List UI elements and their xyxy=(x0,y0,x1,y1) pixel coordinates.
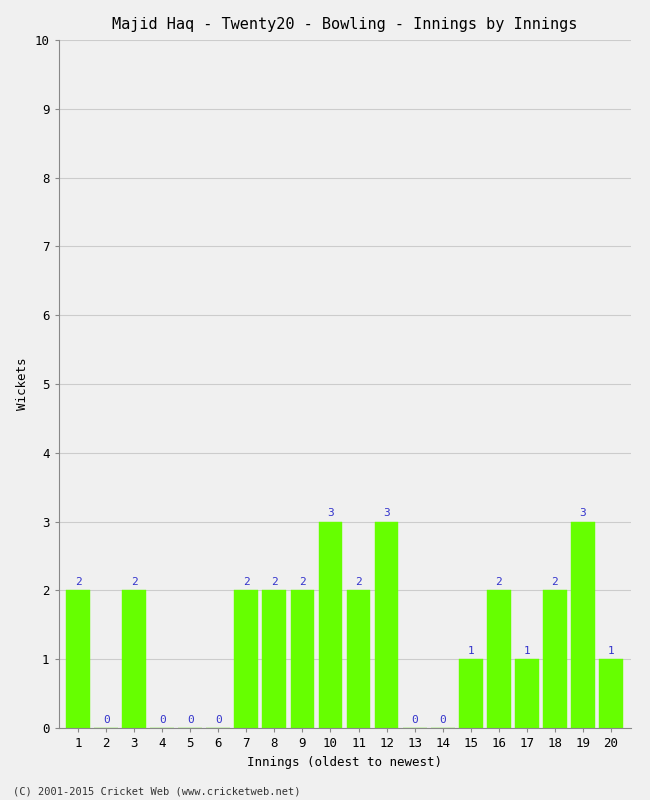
Text: 1: 1 xyxy=(523,646,530,656)
Bar xyxy=(346,590,370,728)
Text: 0: 0 xyxy=(187,714,194,725)
Text: 2: 2 xyxy=(355,577,362,587)
Y-axis label: Wickets: Wickets xyxy=(16,358,29,410)
Bar xyxy=(263,590,286,728)
Text: 0: 0 xyxy=(103,714,110,725)
Text: (C) 2001-2015 Cricket Web (www.cricketweb.net): (C) 2001-2015 Cricket Web (www.cricketwe… xyxy=(13,786,300,796)
Text: 2: 2 xyxy=(131,577,138,587)
Text: 3: 3 xyxy=(579,508,586,518)
Bar xyxy=(66,590,90,728)
Text: 2: 2 xyxy=(299,577,305,587)
Bar xyxy=(374,522,398,728)
Bar xyxy=(515,659,539,728)
Bar xyxy=(543,590,567,728)
Text: 0: 0 xyxy=(411,714,418,725)
Text: 2: 2 xyxy=(243,577,250,587)
Bar xyxy=(318,522,343,728)
X-axis label: Innings (oldest to newest): Innings (oldest to newest) xyxy=(247,755,442,769)
Text: 0: 0 xyxy=(215,714,222,725)
Text: 2: 2 xyxy=(271,577,278,587)
Bar xyxy=(235,590,258,728)
Text: 1: 1 xyxy=(467,646,474,656)
Bar xyxy=(599,659,623,728)
Text: 0: 0 xyxy=(159,714,166,725)
Bar xyxy=(487,590,511,728)
Text: 1: 1 xyxy=(608,646,614,656)
Bar xyxy=(571,522,595,728)
Text: 2: 2 xyxy=(495,577,502,587)
Text: 2: 2 xyxy=(551,577,558,587)
Bar xyxy=(291,590,315,728)
Text: 3: 3 xyxy=(384,508,390,518)
Text: 2: 2 xyxy=(75,577,81,587)
Title: Majid Haq - Twenty20 - Bowling - Innings by Innings: Majid Haq - Twenty20 - Bowling - Innings… xyxy=(112,17,577,32)
Text: 0: 0 xyxy=(439,714,446,725)
Text: 3: 3 xyxy=(327,508,334,518)
Bar xyxy=(459,659,482,728)
Bar xyxy=(122,590,146,728)
